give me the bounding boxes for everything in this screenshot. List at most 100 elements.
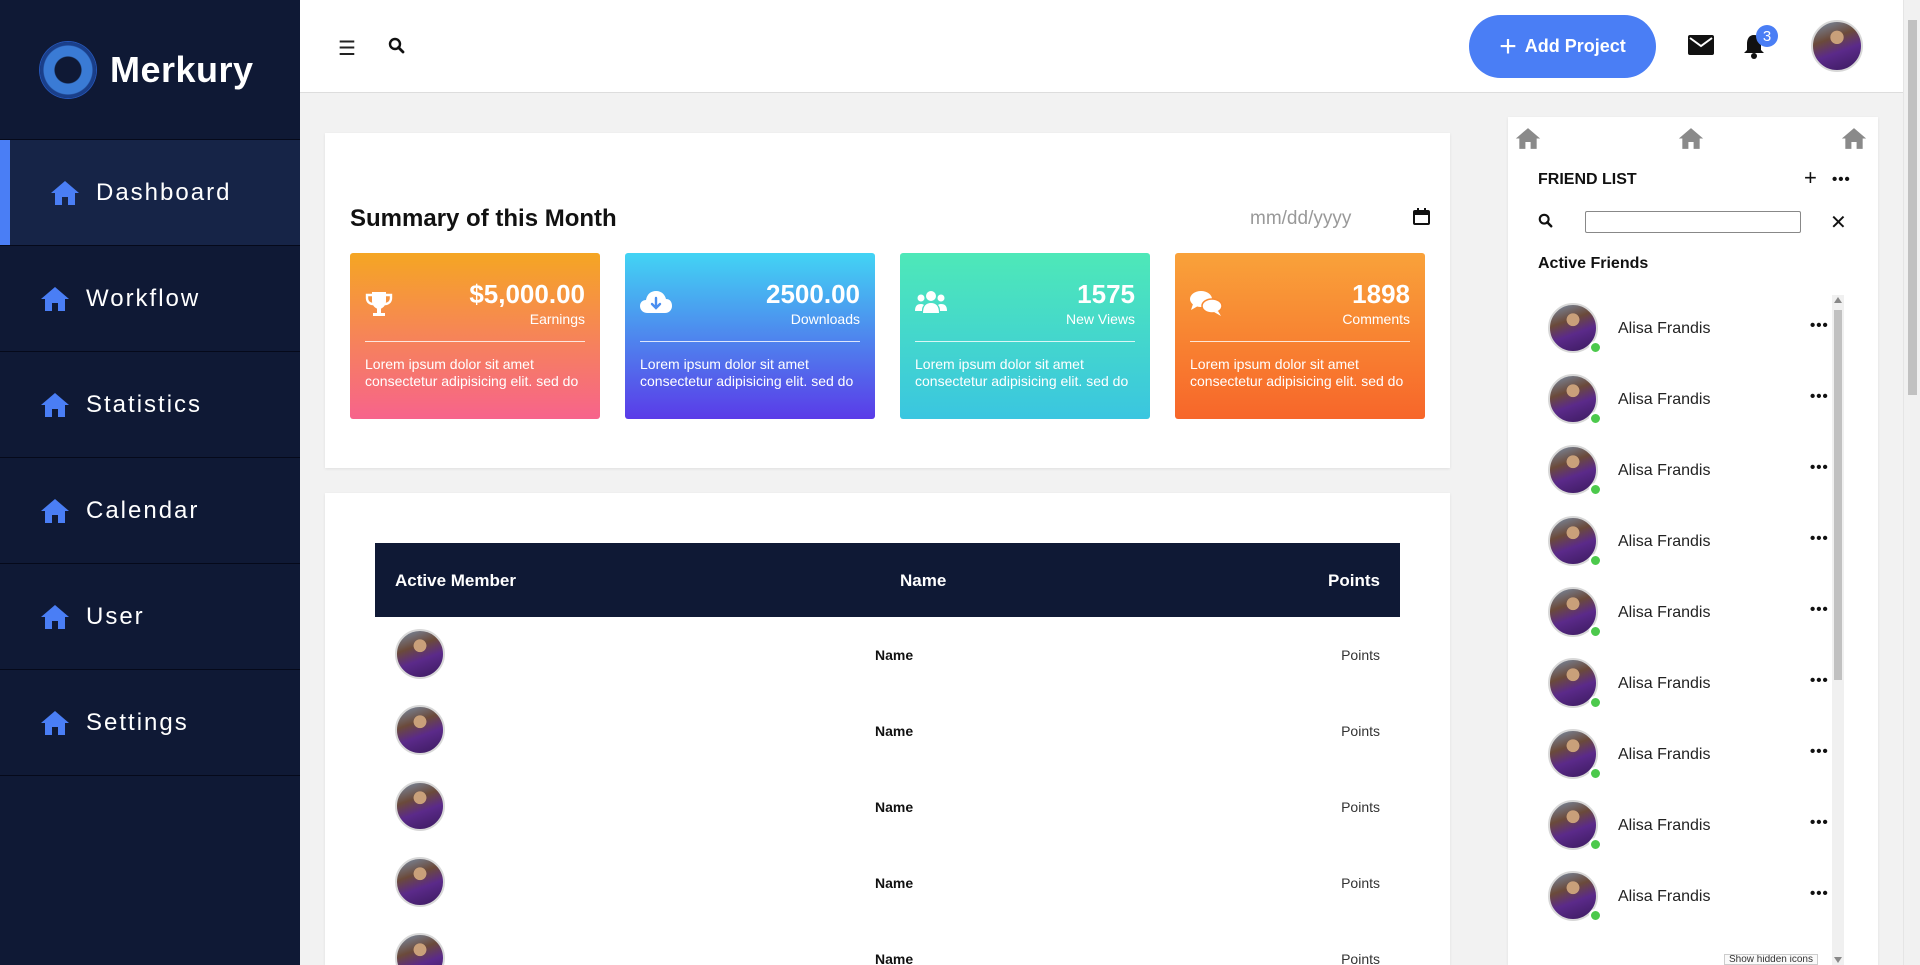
table-row[interactable]: Name Points (375, 769, 1400, 845)
friend-item[interactable]: Alisa Frandis ••• (1538, 792, 1844, 863)
divider (1190, 341, 1410, 342)
friend-item[interactable]: Alisa Frandis ••• (1538, 650, 1844, 721)
calendar-icon[interactable] (1413, 207, 1430, 231)
more-icon[interactable]: ••• (1810, 388, 1829, 405)
home-icon[interactable] (1841, 127, 1867, 155)
friend-list-title: FRIEND LIST (1538, 171, 1637, 188)
avatar[interactable] (395, 857, 445, 907)
summary-title: Summary of this Month (350, 205, 617, 232)
avatar[interactable] (1548, 871, 1598, 921)
comments-icon (1189, 289, 1223, 322)
more-icon[interactable]: ••• (1810, 459, 1829, 476)
table-row[interactable]: Name Points (375, 921, 1400, 965)
friend-name: Alisa Frandis (1618, 746, 1711, 763)
sidebar-item-statistics[interactable]: Statistics (0, 352, 300, 458)
stat-value: $5,000.00 (469, 279, 585, 309)
home-icon (40, 286, 70, 312)
avatar[interactable] (395, 705, 445, 755)
trophy-icon (364, 289, 394, 324)
active-friends-heading: Active Friends (1538, 255, 1649, 272)
table-row[interactable]: Name Points (375, 693, 1400, 769)
stat-card-earnings: $5,000.00 Earnings Lorem ipsum dolor sit a… (350, 253, 600, 419)
friend-item[interactable]: Alisa Frandis ••• (1538, 721, 1844, 792)
hamburger-icon[interactable]: ☰ (338, 38, 356, 60)
friend-item[interactable]: Alisa Frandis ••• (1538, 579, 1844, 650)
column-header: Name (900, 571, 947, 590)
more-icon[interactable]: ••• (1810, 317, 1829, 334)
home-icon (40, 710, 70, 736)
home-icon[interactable] (1515, 127, 1541, 155)
page-scroll-thumb[interactable] (1908, 20, 1917, 395)
friend-item[interactable]: Alisa Frandis ••• (1538, 366, 1844, 437)
sidebar-item-settings[interactable]: Settings (0, 670, 300, 776)
online-status-icon (1589, 625, 1602, 638)
date-input[interactable]: mm/dd/yyyy (1250, 205, 1430, 233)
home-icon (40, 498, 70, 524)
avatar[interactable] (395, 781, 445, 831)
search-icon[interactable] (388, 37, 405, 59)
avatar[interactable] (1548, 800, 1598, 850)
avatar[interactable] (1548, 658, 1598, 708)
table-row[interactable]: Name Points (375, 845, 1400, 921)
home-icon[interactable] (1678, 127, 1704, 155)
online-status-icon (1589, 909, 1602, 922)
stat-description: Lorem ipsum dolor sit amet consectetur a… (640, 356, 854, 389)
member-name: Name (875, 647, 914, 663)
page-scrollbar[interactable] (1903, 0, 1920, 965)
scroll-down-icon[interactable] (1834, 957, 1842, 963)
topbar: ☰ + Add Project 3 (300, 0, 1920, 93)
more-icon[interactable]: ••• (1810, 672, 1829, 689)
avatar[interactable] (1548, 516, 1598, 566)
mail-icon[interactable] (1688, 35, 1714, 60)
friend-item[interactable]: Alisa Frandis ••• (1538, 863, 1844, 934)
avatar[interactable] (395, 933, 445, 965)
more-icon[interactable]: ••• (1810, 885, 1829, 902)
scroll-up-icon[interactable] (1834, 297, 1842, 303)
friend-item[interactable]: Alisa Frandis ••• (1538, 508, 1844, 579)
more-icon[interactable]: ••• (1832, 171, 1851, 188)
online-status-icon (1589, 554, 1602, 567)
sidebar-item-dashboard[interactable]: Dashboard (0, 140, 300, 246)
friend-list: Alisa Frandis ••• Alisa Frandis ••• Alisa Fr… (1538, 295, 1844, 965)
column-header: Active Member (395, 571, 516, 590)
sidebar-item-label: Calendar (86, 496, 200, 524)
more-icon[interactable]: ••• (1810, 743, 1829, 760)
stat-label: Downloads (790, 311, 860, 327)
plus-icon: + (1499, 29, 1517, 63)
avatar[interactable] (1548, 729, 1598, 779)
friend-name: Alisa Frandis (1618, 320, 1711, 337)
user-avatar[interactable] (1811, 20, 1863, 72)
friend-name: Alisa Frandis (1618, 888, 1711, 905)
more-icon[interactable]: ••• (1810, 530, 1829, 547)
avatar[interactable] (395, 629, 445, 679)
add-project-button[interactable]: + Add Project (1469, 15, 1656, 78)
sidebar-item-calendar[interactable]: Calendar (0, 458, 300, 564)
friend-item[interactable]: Alisa Frandis ••• (1538, 437, 1844, 508)
friend-list-scrollbar[interactable] (1832, 295, 1844, 965)
member-points: Points (1341, 723, 1380, 739)
sidebar-item-user[interactable]: User (0, 564, 300, 670)
search-icon (1538, 213, 1553, 233)
scroll-thumb[interactable] (1834, 310, 1842, 680)
friend-item[interactable]: Alisa Frandis ••• (1538, 295, 1844, 366)
avatar[interactable] (1548, 303, 1598, 353)
date-placeholder: mm/dd/yyyy (1250, 208, 1352, 229)
online-status-icon (1589, 341, 1602, 354)
avatar[interactable] (1548, 445, 1598, 495)
sidebar-item-workflow[interactable]: Workflow (0, 246, 300, 352)
avatar[interactable] (1548, 374, 1598, 424)
friend-search-input[interactable] (1585, 211, 1801, 233)
stat-card-new-views: 1575 New Views Lorem ipsum dolor sit amet … (900, 253, 1150, 419)
add-friend-icon[interactable]: + (1804, 165, 1817, 190)
friend-name: Alisa Frandis (1618, 604, 1711, 621)
more-icon[interactable]: ••• (1810, 601, 1829, 618)
online-status-icon (1589, 696, 1602, 709)
close-icon[interactable]: ✕ (1830, 212, 1847, 234)
stat-description: Lorem ipsum dolor sit amet consectetur a… (365, 356, 579, 389)
tooltip: Show hidden icons (1724, 954, 1818, 965)
more-icon[interactable]: ••• (1810, 814, 1829, 831)
avatar[interactable] (1548, 587, 1598, 637)
sidebar-item-label: Dashboard (96, 178, 232, 206)
table-row[interactable]: Name Points (375, 617, 1400, 693)
member-points: Points (1341, 951, 1380, 965)
